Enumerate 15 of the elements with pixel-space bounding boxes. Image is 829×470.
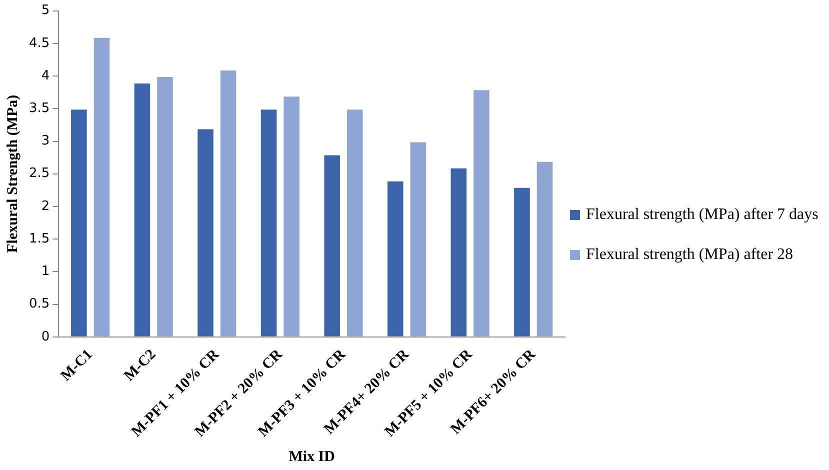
y-tick-label: 2.5 bbox=[28, 166, 50, 182]
y-tick-label: 4.5 bbox=[28, 36, 50, 51]
y-tick-label: 2 bbox=[41, 198, 50, 214]
y-tick-label: 3.5 bbox=[28, 101, 50, 116]
y-axis-title: Flexural Strength (MPa) bbox=[4, 94, 21, 253]
y-tick-label: 1 bbox=[41, 264, 50, 280]
y-tick-label: 5 bbox=[41, 3, 50, 18]
legend-label: Flexural strength (MPa) after 28 bbox=[586, 246, 794, 264]
y-tick-label: 3 bbox=[41, 134, 50, 149]
legend-label: Flexural strength (MPa) after 7 days bbox=[586, 206, 818, 224]
y-tick-label: 1.5 bbox=[28, 231, 50, 246]
x-axis-title: Mix ID bbox=[288, 448, 336, 465]
y-tick-label: 0 bbox=[41, 329, 50, 344]
y-tick-label: 4 bbox=[41, 68, 50, 84]
y-tick-label: 0.5 bbox=[28, 296, 50, 312]
